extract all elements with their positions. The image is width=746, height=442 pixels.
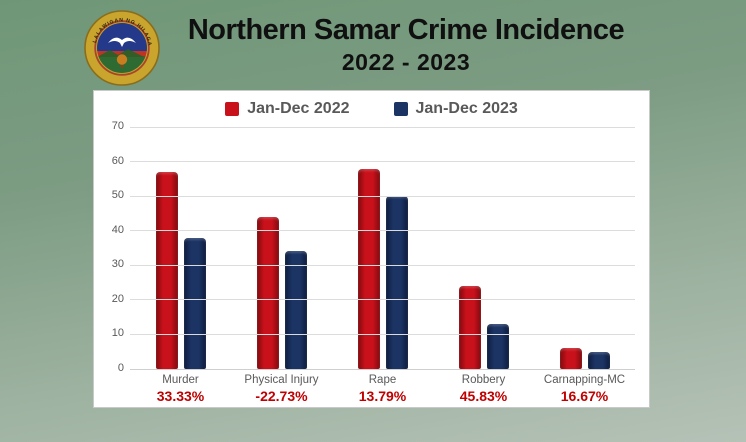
legend-label: Jan-Dec 2023 [415,100,518,117]
legend-label: Jan-Dec 2022 [247,100,350,117]
pct-change-label: 33.33% [156,387,205,404]
bar-group-murder [130,127,231,369]
y-axis-tick-label: 20 [111,292,124,305]
category-label: Physical Injury [244,374,319,386]
bar-group-rape [332,127,433,369]
category-label: Murder [162,374,199,386]
y-axis-tick-label: 30 [111,258,124,271]
y-axis-tick-label: 0 [117,362,124,374]
bar-group-physical-injury [231,127,332,369]
y-axis-tick-label: 50 [111,189,124,202]
category-label: Rape [368,374,397,386]
bar-2023-carnapping-mc [587,351,610,369]
bar-2023-rape [385,196,408,369]
chart-legend: Jan-Dec 2022 Jan-Dec 2023 [94,100,649,118]
legend-item-2022: Jan-Dec 2022 [225,100,350,118]
gridline-y-70 [130,126,635,128]
pct-change-label: -22.73% [255,387,308,404]
seal-tree-icon [116,54,128,65]
northern-samar-provincial-seal-logo: LALAWIGAN NG HILAGANG SAMAR [84,10,160,86]
legend-swatch-icon [393,102,408,116]
bar-2022-physical-injury [256,216,279,369]
bar-2023-physical-injury [284,251,307,369]
category-label-row: Murder 33.33% Physical Injury -22.73% Rape 13… [130,374,635,405]
category-label: Carnapping-MC [543,374,626,386]
seal-dove-icon [108,37,136,47]
gridline-y-0 [130,368,635,370]
bar-2022-murder [155,171,178,369]
y-axis-tick-label: 40 [111,223,124,236]
bar-2022-robbery [458,286,481,369]
legend-swatch-icon [225,102,240,116]
category-column: Physical Injury -22.73% [231,374,332,405]
gridline-y-20 [130,299,635,301]
gridline-y-30 [130,264,635,266]
pct-change-label: 16.67% [560,387,609,404]
bar-group-robbery [433,127,534,369]
category-column: Carnapping-MC 16.67% [534,374,635,405]
gridline-y-60 [130,161,635,163]
bar-2023-murder [183,237,206,369]
pct-change-label: 45.83% [459,387,508,404]
page-title: Northern Samar Crime Incidence [187,14,625,46]
header: Northern Samar Crime Incidence 2022 - 20… [150,14,662,76]
chart-panel: Jan-Dec 2022 Jan-Dec 2023 Murder 33.33% Phy… [93,90,650,408]
category-column: Murder 33.33% [130,374,231,405]
bar-2022-carnapping-mc [559,348,582,369]
gridline-y-10 [130,333,635,335]
y-axis-tick-label: 10 [111,327,124,340]
gridline-y-50 [130,195,635,197]
category-label: Robbery [461,374,506,386]
bar-group-carnapping-mc [534,127,635,369]
legend-item-2023: Jan-Dec 2023 [393,100,518,118]
page-subtitle: 2022 - 2023 [341,49,471,76]
bar-2022-rape [357,168,380,369]
pct-change-label: 13.79% [358,387,407,404]
y-axis-tick-label: 70 [111,120,124,132]
y-axis-tick-label: 60 [111,154,124,167]
bar-groups [130,127,635,369]
category-column: Rape 13.79% [332,374,433,405]
bar-2023-robbery [486,324,509,369]
category-column: Robbery 45.83% [433,374,534,405]
gridline-y-40 [130,230,635,232]
bar-chart-plot-area: Murder 33.33% Physical Injury -22.73% Rape 13… [112,120,635,404]
